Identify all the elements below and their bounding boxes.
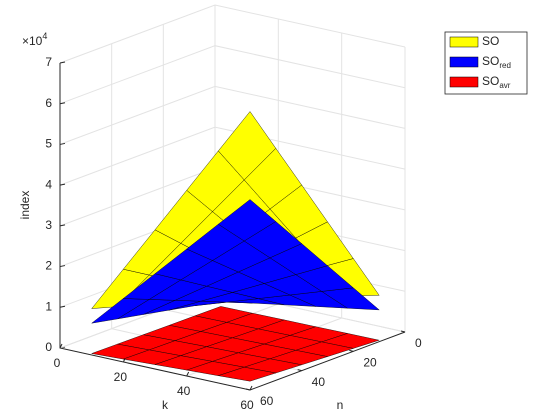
x-tick-label: 0 [54, 356, 61, 370]
y-tick-label: 0 [415, 336, 422, 350]
legend-name: SO [482, 74, 499, 88]
exponent-base: ×10 [22, 34, 43, 48]
surface [91, 199, 380, 324]
exponent-label: ×104 [22, 31, 47, 48]
z-tick [59, 102, 66, 105]
z-tick-label: 2 [45, 259, 52, 273]
z-tick-label: 6 [45, 96, 52, 110]
y-tick-label: 60 [260, 394, 274, 408]
z-tick-label: 5 [45, 137, 52, 151]
y-tick-label: 20 [363, 356, 377, 370]
z-tick-label: 1 [45, 299, 52, 313]
x-axis-label: k [162, 398, 169, 412]
x-tick [186, 371, 190, 377]
surface-cell [218, 366, 276, 382]
legend-name: SO [482, 34, 499, 48]
z-tick [59, 142, 66, 145]
y-axis-label: n [337, 398, 344, 412]
legend-swatch [449, 76, 479, 88]
legend-label: SOred [482, 54, 511, 70]
legend-swatch [449, 56, 479, 68]
z-tick-label: 7 [45, 55, 52, 69]
legend-label: SOavr [482, 74, 511, 90]
legend-subscript: avr [499, 81, 510, 90]
legend-swatch [449, 36, 479, 48]
z-tick-label: 3 [45, 218, 52, 232]
exponent: 4 [42, 31, 47, 41]
z-tick [59, 305, 66, 308]
x-tick-label: 60 [240, 398, 254, 412]
z-axis-label: index [18, 191, 32, 220]
x-tick [249, 385, 253, 391]
z-tick [59, 224, 66, 227]
x-tick-label: 20 [114, 370, 128, 384]
y-tick-label: 40 [312, 375, 326, 389]
surface [90, 306, 380, 382]
x-tick-label: 40 [177, 384, 191, 398]
z-tick [59, 265, 66, 268]
z-tick-label: 4 [45, 177, 52, 191]
z-tick-label: 0 [45, 340, 52, 354]
axis-line [59, 63, 406, 391]
surface-cell [218, 111, 277, 181]
z-tick [59, 61, 66, 64]
legend-label: SO [482, 34, 499, 48]
legend-name: SO [482, 54, 499, 68]
z-tick [59, 183, 66, 186]
legend-subscript: red [499, 61, 511, 70]
surface-cell [217, 199, 277, 242]
